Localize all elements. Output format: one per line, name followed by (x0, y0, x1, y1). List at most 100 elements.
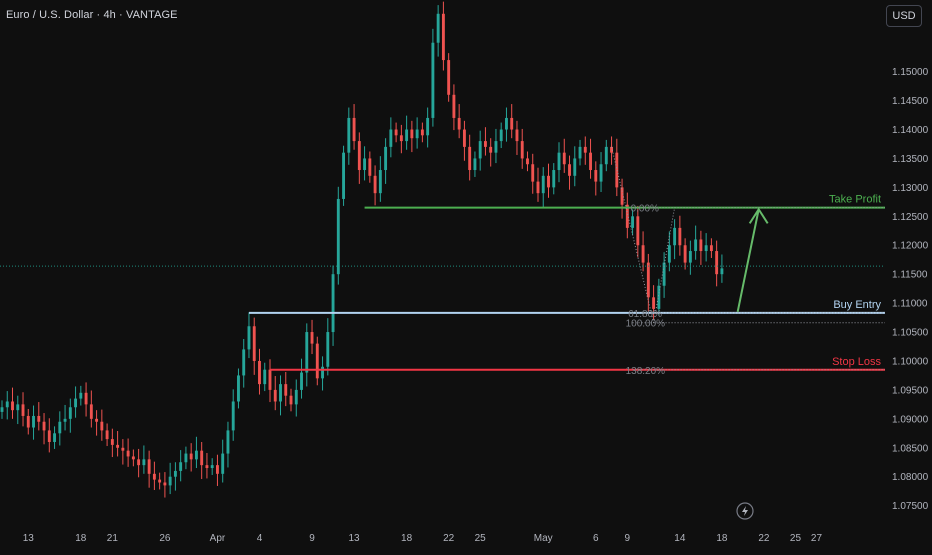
currency-button[interactable]: USD (886, 5, 922, 27)
x-tick-label: 27 (811, 533, 823, 544)
candle-body (221, 453, 225, 474)
candle-body (126, 450, 130, 457)
candle-body (179, 462, 183, 471)
candle-body (499, 129, 503, 142)
time-axis: 13 18 21 26 Apr 4 9 13 18 22 25 May 6 9 14 18 22 25 27 (23, 502, 823, 544)
candle-body (32, 415, 35, 428)
candle-body (357, 141, 361, 171)
candle-body (715, 251, 719, 275)
candle-body (709, 245, 713, 252)
candle-body (363, 158, 367, 171)
candle-body (95, 418, 99, 422)
candle-body (436, 13, 440, 43)
candle-body (573, 158, 577, 176)
candle-body (347, 117, 351, 153)
candle-body (473, 158, 477, 171)
y-tick-label: 1.14500 (892, 96, 929, 107)
y-tick-label: 1.15000 (892, 67, 929, 78)
levels: 1.11639Take Profit1.12651Buy Entry1.1083… (0, 194, 929, 378)
y-tick-label: 1.13000 (892, 183, 929, 194)
candle-body (68, 407, 72, 419)
x-tick-label: 18 (401, 533, 413, 544)
candle-body (515, 129, 519, 142)
candle-body (562, 152, 566, 165)
candle-body (84, 392, 88, 405)
candle-body (688, 251, 692, 263)
candle-body (26, 415, 30, 428)
candle-body (610, 146, 613, 153)
price-axis-bg (885, 0, 932, 550)
candle-body (131, 456, 135, 460)
buy-entry-label: Buy Entry (833, 299, 881, 311)
candle-body (704, 245, 708, 252)
candle-body (625, 204, 629, 228)
x-tick-label: 22 (443, 533, 455, 544)
candle-body (583, 146, 587, 153)
candle-body (289, 395, 293, 405)
lightning-icon[interactable] (736, 502, 754, 520)
candle-body (615, 152, 619, 188)
candles (0, 1, 724, 498)
candle-body (420, 129, 424, 136)
candle-body (478, 141, 482, 159)
candle-body (63, 418, 67, 422)
candle-body (678, 227, 682, 246)
candle-body (636, 216, 640, 246)
candle-body (526, 158, 529, 165)
candle-body (631, 216, 635, 228)
candle-body (47, 430, 51, 442)
candle-body (662, 262, 666, 286)
candle-body (194, 450, 198, 460)
candle-body (268, 369, 272, 390)
candle-body (210, 465, 214, 469)
y-tick-label: 1.10000 (892, 356, 929, 367)
candle-body (331, 274, 335, 333)
candle-body (410, 129, 414, 139)
candle-body (336, 198, 340, 275)
y-tick-label: 1.08500 (892, 443, 929, 454)
candle-body (158, 479, 162, 483)
chart-title: Euro / U.S. Dollar · 4h · VANTAGE (6, 9, 178, 21)
x-tick-label: Apr (210, 533, 226, 544)
candle-body (441, 13, 445, 61)
x-tick-label: 18 (716, 533, 728, 544)
fibonacci-levels: 0.00% 61.80%100.00% 138.20% (611, 146, 885, 377)
y-tick-label: 1.09000 (892, 414, 929, 425)
candle-body (494, 141, 498, 153)
candle-body (142, 459, 146, 466)
x-tick-label: 13 (349, 533, 361, 544)
candle-body (594, 170, 598, 182)
candle-body (74, 398, 78, 408)
y-tick-label: 1.08000 (892, 472, 929, 483)
candle-body (42, 421, 46, 431)
candle-body (37, 415, 41, 422)
candle-body (699, 239, 703, 252)
candle-body (205, 465, 209, 469)
candle-body (300, 372, 303, 390)
x-tick-label: 14 (674, 533, 686, 544)
candle-body (683, 245, 687, 263)
candle-body (100, 421, 104, 431)
candle-body (247, 326, 251, 350)
candle-body (315, 343, 319, 379)
candle-body (342, 152, 346, 199)
fib-label: 61.80% (628, 309, 662, 320)
candle-body (310, 332, 314, 344)
x-tick-label: 21 (107, 533, 119, 544)
fib-label: 0.00% (631, 204, 659, 215)
candle-body (321, 366, 324, 379)
candle-body (452, 94, 456, 118)
candle-body (557, 152, 561, 171)
candle-body (536, 181, 540, 194)
price-axis: 1.15000 1.14500 1.14000 1.13500 1.13000 1.125… (885, 0, 932, 550)
candle-body (468, 146, 472, 171)
candle-body (305, 332, 309, 373)
candle-body (105, 430, 109, 440)
candle-body (510, 117, 514, 130)
candle-body (426, 117, 430, 136)
candle-body (531, 164, 535, 182)
x-tick-label: 18 (75, 533, 87, 544)
candle-body (284, 384, 288, 396)
